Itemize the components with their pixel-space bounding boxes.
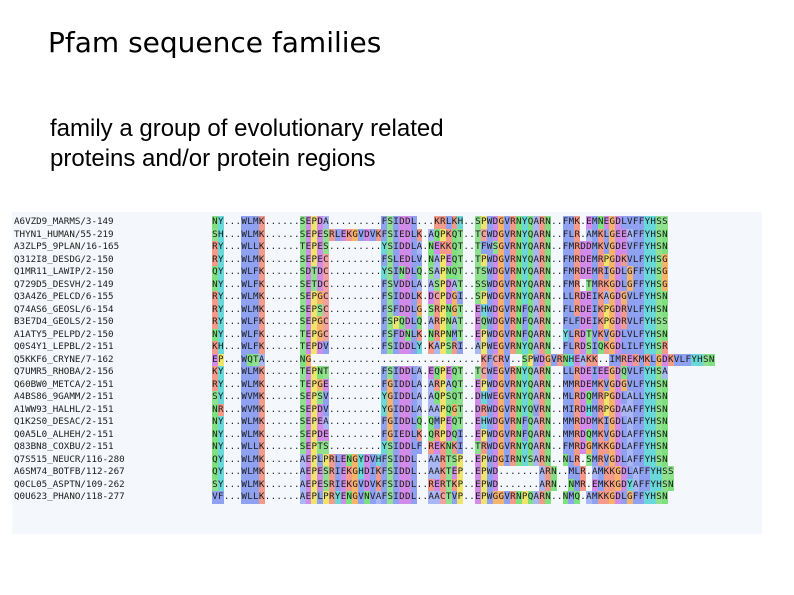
sequence-name: A6VZD9_MARMS/3-149	[14, 216, 114, 227]
sequence-name: Q1MR11_LAWIP/2-150	[14, 266, 114, 277]
sequence-name: Q0S4Y1_LEPBL/2-151	[14, 341, 114, 352]
sequence-row: NR...WVMK......SEPDV.........YGIDDLA.AAP…	[212, 403, 668, 416]
sequence-row: RY...WLMK......TEPGE.........FGIDDLA.ARP…	[212, 378, 668, 391]
sequence-name: A3ZLP5_9PLAN/16-165	[14, 241, 120, 252]
sequence-name: B3E7D4_GEOLS/2-150	[14, 316, 114, 327]
slide-subtitle: family a group of evolutionary related p…	[50, 114, 610, 174]
sequence-name: A1WW93_HALHL/2-151	[14, 403, 114, 415]
sequence-row: RY...WLMK......SEPEC.........FSLEDLV.NAP…	[212, 253, 668, 266]
sequence-name: A1ATY5_PELPD/2-150	[14, 328, 114, 340]
sequence-name: Q0CL05_ASPTN/109-262	[14, 478, 125, 490]
subtitle-line-1: family a group of evolutionary related	[50, 115, 444, 142]
sequence-row: NY...WLMK......SEPEA.........FGIDDLQ.QMP…	[212, 416, 668, 429]
alignment-figure: A6VZD9_MARMS/3-149 THYN1_HUMAN/55-219 A3ZL…	[12, 212, 762, 534]
sequence-row: RY...WLMK......SEPSC.........FSFDDLG.SRP…	[212, 303, 668, 316]
sequence-name: Q7UMR5_RHOBA/2-156	[14, 366, 114, 377]
sequence-name: Q3A4Z6_PELCD/6-155	[14, 291, 114, 302]
sequence-name: Q60BW0_METCA/2-151	[14, 378, 114, 390]
sequence-row: SY...WLMK......AEPESRIEKGVDVKFSIDDL..RER…	[212, 478, 674, 491]
sequence-row: NY...WLFK......SETDC.........FSVDDLA.ASP…	[212, 278, 668, 291]
sequence-row: RY...WLFK......SEPGC.........FSPQDLQ.ARP…	[212, 316, 668, 329]
sequence-name: A6SM74_BOTFB/112-267	[14, 466, 125, 477]
sequence-row: SH...WLMK......SEPESRLEKGVDVKFSIEDLK.AQP…	[212, 228, 668, 241]
sequence-row: NY...WLFK......TEPGC.........FSFDNLK.NRP…	[212, 328, 668, 341]
sequence-row: NY...WLLK......SEPTS.........YSIDDLF.REK…	[212, 441, 668, 454]
sequence-row: RY...WLMK......SEPGC.........FSIDDLK.DCP…	[212, 291, 668, 304]
sequence-row: QY...WLFK......SDTDC.........YSINDLQ.SAP…	[212, 266, 668, 279]
sequence-name: Q1K2S0_DESAC/2-151	[14, 416, 114, 427]
sequence-row: VF...WLLK......AEPLPRYENGVNVAFSIDDL..AAC…	[212, 491, 668, 504]
sequence-row: NY...WLMK......SEPDE.........FGIEDLK.QRP…	[212, 428, 668, 441]
sequence-row: QY...WLMK......AEPLPRLENGYDVHFSIDDL..AAR…	[212, 453, 668, 466]
sequence-name: Q74AS6_GEOSL/6-154	[14, 303, 114, 315]
sequence-row: KY...WLMK......TEPNT.........FSIDDLA.EQP…	[212, 366, 668, 379]
sequence-name: A4BS86_9GAMM/2-151	[14, 391, 114, 402]
sequence-name: Q83BN8_COXBU/2-151	[14, 441, 114, 452]
sequence-name: Q729D5_DESVH/2-149	[14, 278, 114, 290]
sequence-name: Q0U623_PHANO/118-277	[14, 491, 125, 502]
sequence-row: KH...WLFK......TEPDV.........FSIDDLY.KAP…	[212, 341, 668, 354]
sequence-row: EP...WQTA......NG.......................…	[212, 353, 715, 366]
sequence-name: Q312I8_DESDG/2-150	[14, 253, 114, 265]
sequence-row: QY...WLMK......AEPESRIEKGHDIKFSIDDL..AAK…	[212, 466, 674, 479]
sequence-name: Q0A5L0_ALHEH/2-151	[14, 428, 114, 440]
sequence-name: THYN1_HUMAN/55-219	[14, 228, 114, 240]
sequence-names-column: A6VZD9_MARMS/3-149 THYN1_HUMAN/55-219 A3ZL…	[14, 216, 125, 504]
sequence-row: NY...WLMK......SEPDA.........FSIDDL...KR…	[212, 216, 668, 229]
sequence-row: RY...WLLK......TEPES.........YSIDDLA.NEK…	[212, 241, 668, 254]
sequence-alignment-column: NY...WLMK......SEPDA.........FSIDDL...KR…	[212, 216, 715, 504]
sequence-name: Q5KKF6_CRYNE/7-162	[14, 353, 114, 365]
slide-title: Pfam sequence families	[48, 26, 382, 59]
subtitle-line-2: proteins and/or protein regions	[50, 145, 376, 172]
sequence-row: SY...WVMK......SEPSV.........YGIDDLA.AQP…	[212, 391, 668, 404]
sequence-name: Q7S515_NEUCR/116-280	[14, 453, 125, 465]
